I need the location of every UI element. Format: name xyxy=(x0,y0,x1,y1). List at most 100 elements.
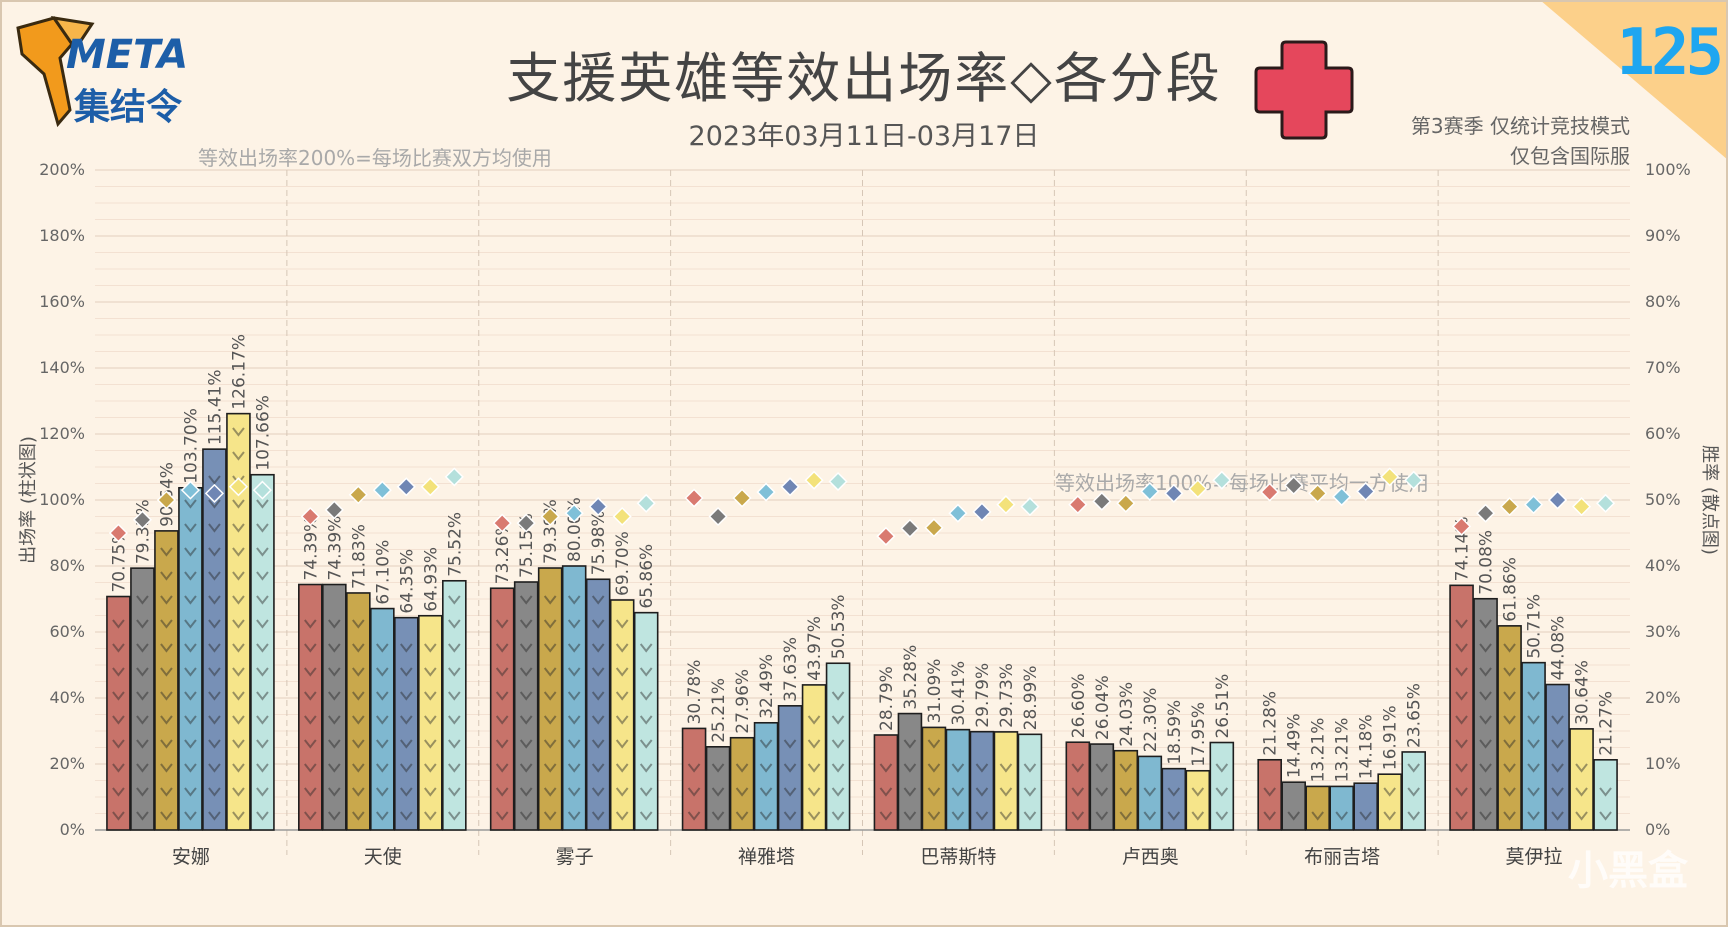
win-rate-point xyxy=(708,506,728,527)
season-note: 第3赛季 仅统计竞技模式 xyxy=(1410,114,1630,138)
bar-emblem xyxy=(903,787,917,797)
bar-emblem xyxy=(567,787,581,797)
bar-emblem xyxy=(304,739,317,749)
bar-emblem xyxy=(448,811,461,821)
bar-emblem xyxy=(1503,763,1516,773)
y2-tick-label: 30% xyxy=(1645,622,1681,641)
bar-emblem xyxy=(1023,787,1037,797)
bar-emblem xyxy=(160,595,173,605)
bar xyxy=(154,530,179,831)
bar xyxy=(394,616,419,831)
bar-emblem xyxy=(208,739,221,749)
bar-emblem xyxy=(1143,811,1157,821)
bar-emblem xyxy=(184,691,197,701)
bar-emblem xyxy=(831,691,845,701)
data-label: 29.79% xyxy=(973,663,993,728)
bar xyxy=(489,587,515,831)
bar xyxy=(250,473,275,831)
bar xyxy=(561,565,587,831)
bar-emblem xyxy=(519,739,533,749)
bar-emblem xyxy=(1407,787,1420,797)
bar-emblem xyxy=(519,787,533,797)
bar-emblem xyxy=(256,811,269,821)
bar-emblem xyxy=(975,811,989,821)
bar-emblem xyxy=(735,787,749,797)
bar xyxy=(873,734,899,831)
bar xyxy=(1497,625,1522,831)
bar-emblem xyxy=(951,763,965,773)
win-rate-point xyxy=(1572,497,1592,517)
bar-emblem xyxy=(831,715,845,725)
bar-emblem xyxy=(1071,787,1085,797)
bar-emblem xyxy=(567,619,581,629)
y2-tick-label: 50% xyxy=(1645,490,1681,509)
bar xyxy=(1329,785,1354,831)
y2-tick-label: 70% xyxy=(1645,358,1681,377)
bar-emblem xyxy=(1455,739,1468,749)
bar xyxy=(1569,728,1594,831)
bar-emblem xyxy=(376,715,389,725)
bar xyxy=(705,746,731,831)
bar-emblem xyxy=(304,763,317,773)
bar-emblem xyxy=(232,811,245,821)
bar-emblem xyxy=(543,811,557,821)
bar-emblem xyxy=(1095,787,1109,797)
bar xyxy=(921,726,947,831)
win-rate-point xyxy=(1500,497,1520,517)
bar-emblem xyxy=(232,619,245,629)
bar-emblem xyxy=(184,595,197,605)
bar xyxy=(226,412,251,831)
data-label: 64.93% xyxy=(421,547,441,612)
data-label: 30.41% xyxy=(949,661,969,726)
win-rate-point xyxy=(636,493,656,513)
bar-emblem xyxy=(328,667,341,677)
y2-tick-label: 0% xyxy=(1645,820,1670,839)
bar-emblem xyxy=(927,739,941,749)
bar-emblem xyxy=(208,763,221,773)
bar-emblem xyxy=(591,739,605,749)
win-rate-point xyxy=(732,488,752,508)
bar-emblem xyxy=(256,499,269,509)
bar xyxy=(585,578,611,831)
bar-emblem xyxy=(1479,763,1492,773)
note-200-percent: 等效出场率200%=每场比赛双方均使用 xyxy=(198,146,552,170)
bar xyxy=(1401,751,1426,831)
bar-emblem xyxy=(448,787,461,797)
bar-emblem xyxy=(735,763,749,773)
win-rate-point xyxy=(1452,516,1472,536)
data-label: 75.15% xyxy=(517,513,537,578)
data-label: 21.28% xyxy=(1261,691,1281,756)
bar-emblem xyxy=(208,475,221,485)
bar-emblem xyxy=(1455,715,1468,725)
bar-emblem xyxy=(1263,811,1276,821)
data-label: 75.52% xyxy=(445,512,465,577)
bar-emblem xyxy=(400,763,413,773)
bar-emblem xyxy=(1599,811,1612,821)
data-label: 79.35% xyxy=(133,499,153,564)
data-label: 50.71% xyxy=(1525,594,1545,659)
bar-emblem xyxy=(543,667,557,677)
bar-emblem xyxy=(112,763,125,773)
bar-emblem xyxy=(831,811,845,821)
win-rate-point xyxy=(204,483,224,503)
bar-emblem xyxy=(328,763,341,773)
bar-emblem xyxy=(1551,715,1564,725)
data-label: 37.63% xyxy=(781,637,801,702)
bar-emblem xyxy=(136,619,149,629)
bar-emblem xyxy=(448,691,461,701)
bar-emblem xyxy=(1095,811,1109,821)
bar-emblem xyxy=(519,619,533,629)
bar-emblem xyxy=(256,787,269,797)
bar-emblem xyxy=(567,595,581,605)
bar-emblem xyxy=(543,595,557,605)
logo-text-bottom: 集结令 xyxy=(74,87,183,128)
x-tick-label: 布丽吉塔 xyxy=(1304,846,1380,868)
bar-emblem xyxy=(208,547,221,557)
bar-emblem xyxy=(232,763,245,773)
bar-emblem xyxy=(136,595,149,605)
bar-emblem xyxy=(352,667,365,677)
win-rate-point xyxy=(1140,481,1160,501)
x-tick-label: 卢西奥 xyxy=(1122,846,1179,868)
bar-emblem xyxy=(1383,787,1396,797)
bar-emblem xyxy=(232,667,245,677)
